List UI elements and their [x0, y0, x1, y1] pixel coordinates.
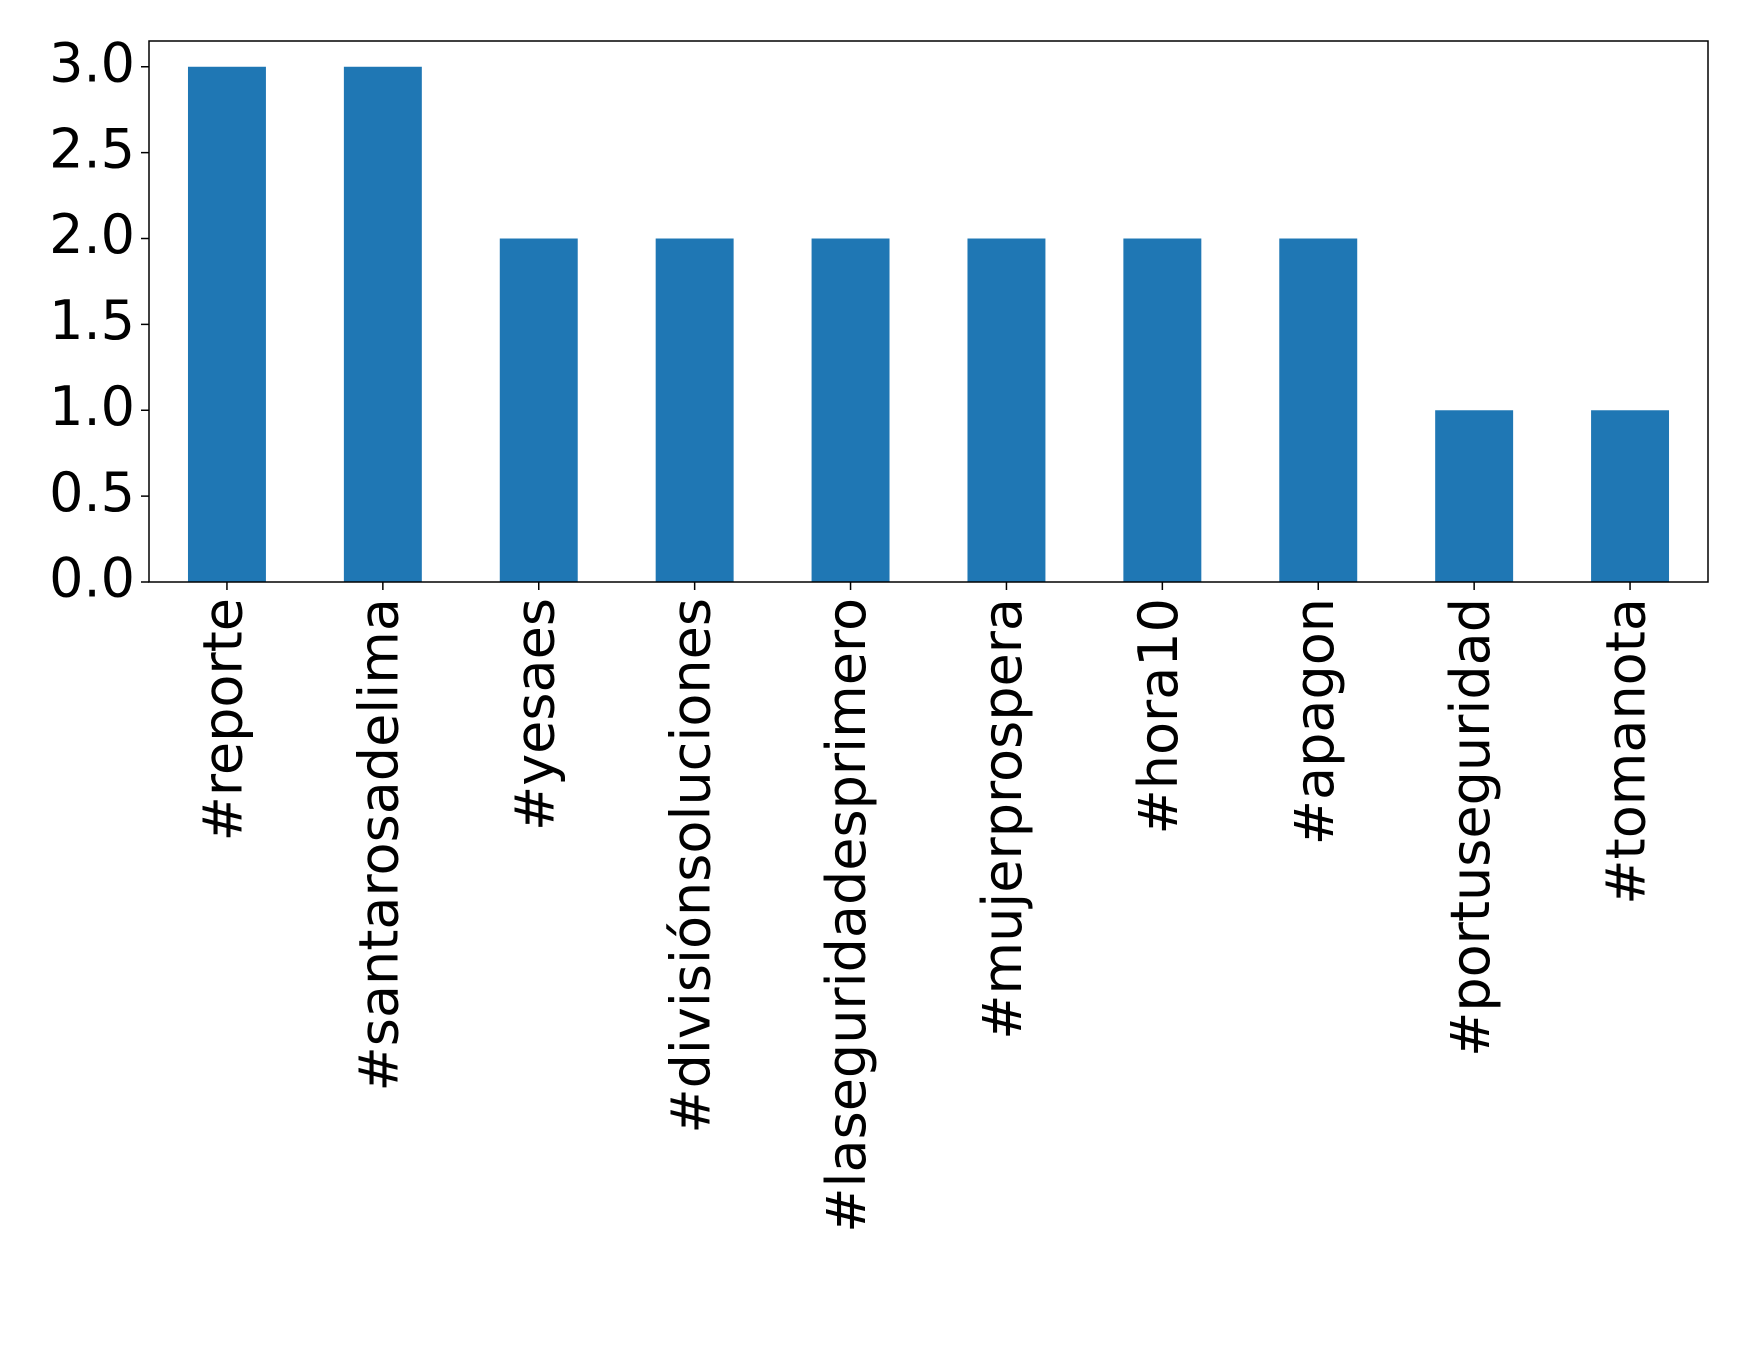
bar [499, 238, 578, 582]
y-tick-label: 2.0 [49, 203, 135, 266]
bar [343, 66, 422, 582]
bar [655, 238, 734, 582]
bar [967, 238, 1046, 582]
x-tick-label: #laseguridadesprimero [815, 598, 878, 1233]
x-tick-label: #apagon [1283, 598, 1346, 845]
x-tick-label: #hora10 [1127, 598, 1190, 835]
x-tick-label: #mujerprospera [971, 598, 1034, 1040]
x-tick-label: #portuseguridad [1439, 598, 1502, 1057]
x-tick-label: #reporte [192, 598, 255, 841]
x-tick-label: #divisiónsoluciones [659, 598, 722, 1134]
x-tick-label: #yesaes [503, 598, 566, 831]
y-tick-label: 1.5 [49, 289, 135, 352]
y-tick-label: 0.0 [49, 547, 135, 610]
y-tick-label: 2.5 [49, 117, 135, 180]
y-tick-label: 1.0 [49, 375, 135, 438]
x-tick-label: #tomanota [1595, 598, 1658, 905]
y-tick-label: 0.5 [49, 461, 135, 524]
bar [1123, 238, 1202, 582]
bar [187, 66, 266, 582]
bar [1279, 238, 1358, 582]
bar [1435, 410, 1514, 582]
bar [811, 238, 890, 582]
x-tick-label: #santarosadelima [347, 598, 410, 1091]
plot-frame [148, 40, 1709, 583]
bar [1591, 410, 1670, 582]
y-tick-label: 3.0 [49, 31, 135, 94]
